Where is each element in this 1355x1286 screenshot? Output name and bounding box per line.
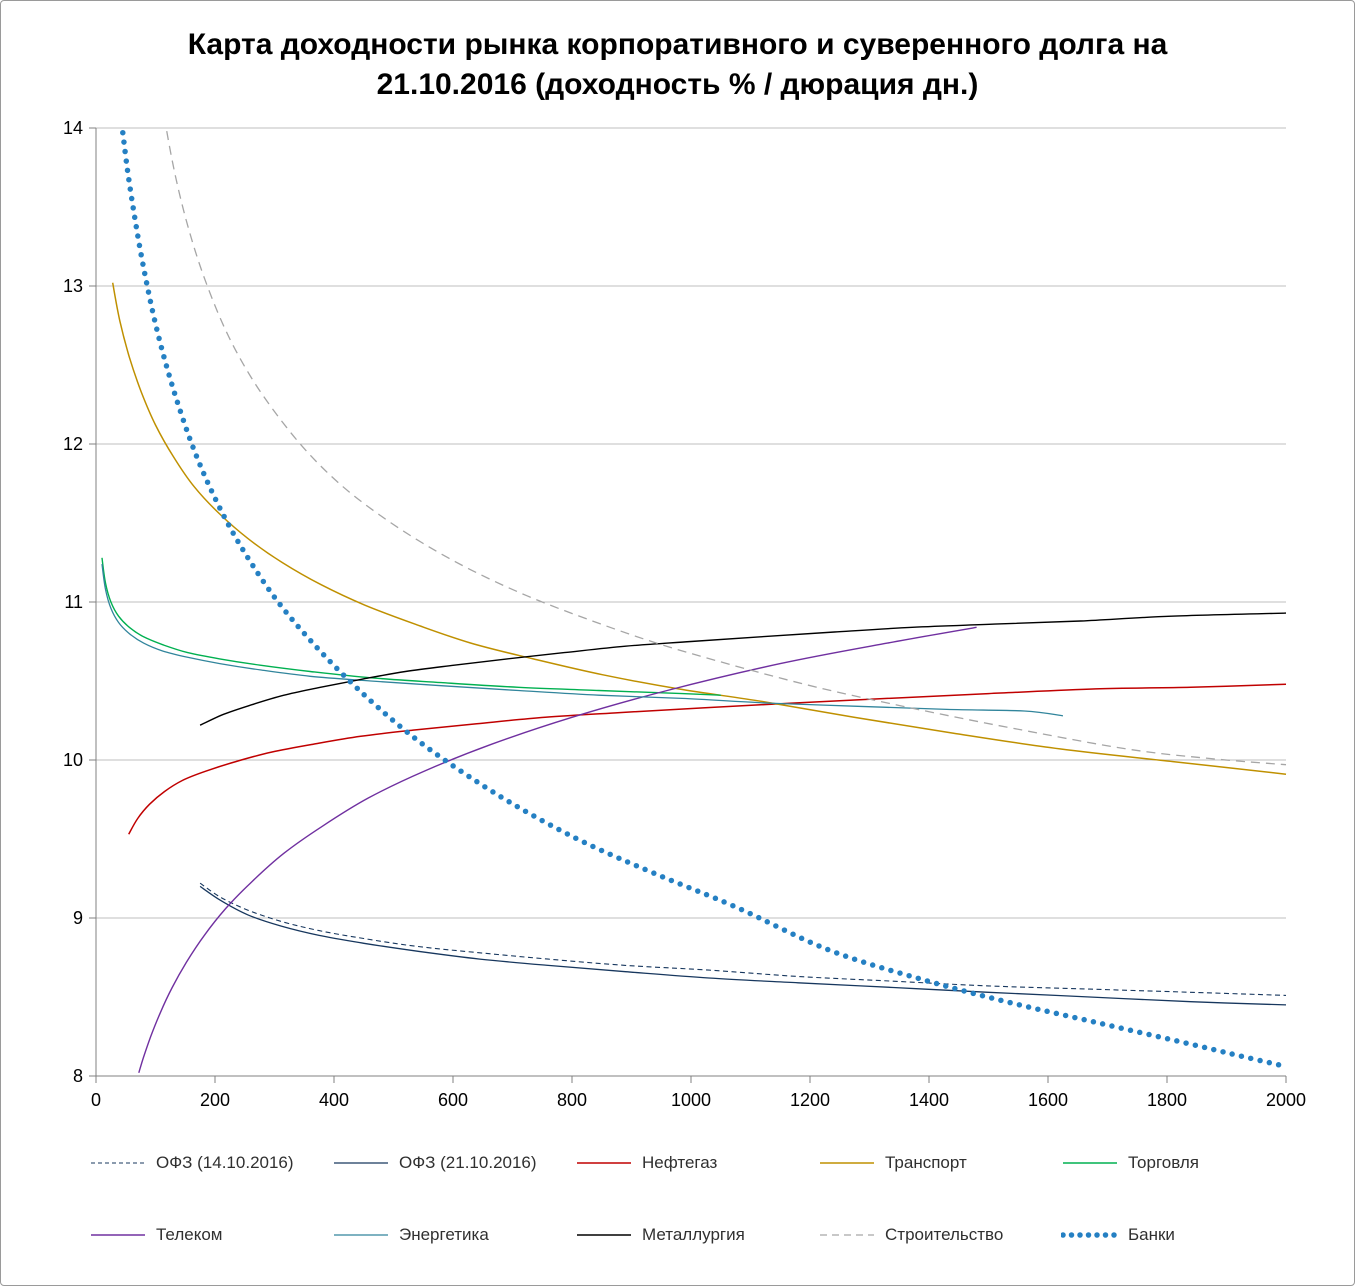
legend-line-sample-torgovlya — [1063, 1162, 1117, 1164]
legend-item-ofz-previous: ОФЗ (14.10.2016) — [89, 1153, 332, 1173]
legend-line-sample-stroitelstvo — [820, 1234, 874, 1236]
legend-item-neftegaz: Нефтегаз — [575, 1153, 818, 1173]
legend-item-telekom: Телеком — [89, 1225, 332, 1245]
legend-item-torgovlya: Торговля — [1061, 1153, 1304, 1173]
series-line-torgovlya — [101, 557, 721, 696]
legend-item-energetika: Энергетика — [332, 1225, 575, 1245]
y-tick-label-10: 10 — [63, 750, 83, 770]
series-line-banki — [120, 129, 1288, 1070]
x-tick-label-1800: 1800 — [1147, 1090, 1187, 1110]
series-line-metallurgiya — [199, 612, 1287, 726]
legend-label-energetika: Энергетика — [399, 1225, 489, 1244]
y-tick-label-12: 12 — [63, 434, 83, 454]
x-tick-label-0: 0 — [91, 1090, 101, 1110]
chart-title-line1: Карта доходности рынка корпоративного и … — [187, 28, 1168, 61]
legend-label-metallurgiya: Металлургия — [642, 1225, 745, 1244]
series-line-telekom — [138, 626, 977, 1074]
x-tick-label-1600: 1600 — [1028, 1090, 1068, 1110]
chart-legend-row-1: ОФЗ (14.10.2016) ОФЗ (21.10.2016) Нефтегаз… — [89, 1153, 1304, 1173]
y-tick-label-14: 14 — [63, 118, 83, 138]
series-line-ofz-current — [199, 885, 1287, 1006]
series-line-ofz-previous — [199, 882, 1287, 996]
x-tick-label-1000: 1000 — [671, 1090, 711, 1110]
series-line-transport — [111, 282, 1287, 775]
legend-item-stroitelstvo: Строительство — [818, 1225, 1061, 1245]
x-tick-label-1400: 1400 — [909, 1090, 949, 1110]
legend-line-sample-transport — [820, 1162, 874, 1164]
y-tick-label-11: 11 — [64, 592, 83, 612]
legend-item-ofz-current: ОФЗ (21.10.2016) — [332, 1153, 575, 1173]
series-line-energetika — [101, 564, 1063, 717]
legend-line-sample-banki — [1061, 1232, 1119, 1238]
legend-line-sample-ofz-previous — [91, 1162, 145, 1164]
x-tick-label-800: 800 — [557, 1090, 587, 1110]
legend-label-ofz-current: ОФЗ (21.10.2016) — [399, 1153, 537, 1172]
legend-line-sample-metallurgiya — [577, 1234, 631, 1236]
legend-label-stroitelstvo: Строительство — [885, 1225, 1004, 1244]
legend-line-sample-ofz-current — [334, 1162, 388, 1164]
legend-label-transport: Транспорт — [885, 1153, 967, 1172]
legend-item-transport: Транспорт — [818, 1153, 1061, 1173]
legend-label-telekom: Телеком — [156, 1225, 223, 1244]
x-tick-label-200: 200 — [200, 1090, 230, 1110]
legend-line-sample-neftegaz — [577, 1162, 631, 1164]
chart-title: Карта доходности рынка корпоративного и … — [1, 25, 1354, 105]
x-tick-label-2000: 2000 — [1266, 1090, 1306, 1110]
legend-line-sample-energetika — [334, 1234, 388, 1236]
series-line-neftegaz — [128, 683, 1287, 835]
legend-item-metallurgiya: Металлургия — [575, 1225, 818, 1245]
series-line-stroitelstvo — [165, 127, 1287, 766]
y-tick-label-8: 8 — [73, 1066, 83, 1086]
legend-item-banki: Банки — [1061, 1225, 1304, 1245]
chart-legend-row-2: Телеком Энергетика Металлургия Строительств… — [89, 1225, 1304, 1245]
x-tick-label-1200: 1200 — [790, 1090, 830, 1110]
y-tick-label-13: 13 — [63, 276, 83, 296]
legend-label-banki: Банки — [1128, 1225, 1175, 1244]
legend-label-ofz-previous: ОФЗ (14.10.2016) — [156, 1153, 294, 1172]
y-tick-label-9: 9 — [73, 908, 83, 928]
legend-label-neftegaz: Нефтегаз — [642, 1153, 718, 1172]
legend-line-sample-telekom — [91, 1234, 145, 1236]
x-tick-label-600: 600 — [438, 1090, 468, 1110]
x-tick-label-400: 400 — [319, 1090, 349, 1110]
legend-label-torgovlya: Торговля — [1128, 1153, 1200, 1172]
chart-title-line2: 21.10.2016 (доходность % / дюрация дн.) — [376, 68, 979, 101]
